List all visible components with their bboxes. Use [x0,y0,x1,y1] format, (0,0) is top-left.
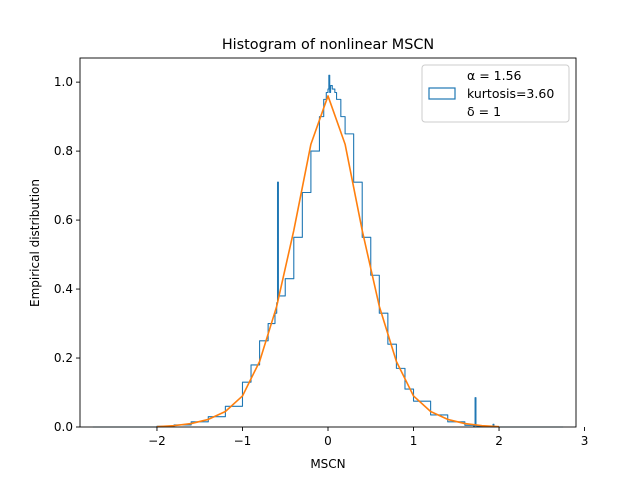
x-axis-ticks: −2 −1 0 1 2 3 [148,427,588,448]
legend-line-kurtosis: kurtosis=3.60 [467,86,554,101]
fit-curve-series [156,95,500,428]
x-tick-label: 0 [324,434,332,448]
legend-box [421,64,570,123]
y-tick-label: 0.2 [54,351,73,365]
legend: α = 1.56 kurtosis=3.60 δ = 1 [421,64,570,123]
y-tick-label: 0.4 [54,282,73,296]
y-tick-label: 0.6 [54,213,73,227]
y-tick-label: 0.8 [54,144,73,158]
legend-line-delta: δ = 1 [467,104,501,119]
series-layer [92,74,564,428]
legend-line-alpha: α = 1.56 [467,68,522,83]
chart-title: Histogram of nonlinear MSCN [222,37,434,53]
y-axis-ticks: 0.0 0.2 0.4 0.6 0.8 1.0 [54,75,80,434]
y-axis-label: Empirical distribution [28,179,42,307]
x-tick-label: 3 [581,434,589,448]
plot-area: −2 −1 0 1 2 3 0.0 0.2 0.4 0.6 0.8 1.0 [54,57,588,448]
x-tick-label: −1 [234,434,252,448]
legend-swatch [428,87,456,100]
histogram-series [92,74,564,428]
x-tick-label: −2 [148,434,166,448]
x-axis-label: MSCN [310,457,345,471]
y-tick-label: 1.0 [54,75,73,89]
x-tick-label: 1 [410,434,418,448]
x-tick-label: 2 [495,434,503,448]
y-tick-label: 0.0 [54,420,73,434]
